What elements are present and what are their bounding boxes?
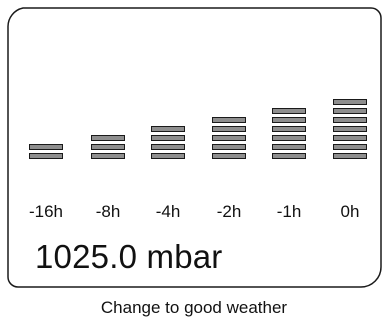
trend-bar--16h [29, 5, 63, 205]
bar-segment [212, 117, 246, 123]
time-label: -4h [155, 202, 181, 221]
bar-segment [333, 117, 367, 123]
trend-bar--2h [212, 5, 246, 205]
bar-segment [212, 126, 246, 132]
weather-forecast-text: Change to good weather [100, 298, 288, 317]
bar-segment [151, 144, 185, 150]
bar-segment [212, 144, 246, 150]
pressure-reading: 1025.0 mbar [35, 238, 223, 275]
barometer-display: -16h -8h -4h -2h -1h 0h 1025.0 mbar [5, 5, 383, 290]
time-label: -1h [276, 202, 302, 221]
bar-segment [333, 135, 367, 141]
time-label: -8h [95, 202, 121, 221]
bar-segment [91, 135, 125, 141]
bar-segment [212, 135, 246, 141]
bar-segment [333, 126, 367, 132]
bar-segment [272, 153, 306, 159]
trend-bar-0h [333, 5, 367, 205]
trend-bar--4h [151, 5, 185, 205]
bar-segment [151, 153, 185, 159]
display-frame [7, 7, 382, 288]
pressure-trend-bars [5, 5, 383, 205]
bar-segment [151, 126, 185, 132]
bar-segment [272, 135, 306, 141]
bar-segment [272, 144, 306, 150]
bar-segment [272, 108, 306, 114]
bar-segment [29, 144, 63, 150]
trend-bar--1h [272, 5, 306, 205]
bar-segment [212, 153, 246, 159]
time-label: -16h [28, 202, 64, 221]
time-label: 0h [340, 202, 360, 221]
bar-segment [333, 144, 367, 150]
bar-segment [272, 117, 306, 123]
bar-segment [272, 126, 306, 132]
bar-segment [151, 135, 185, 141]
time-label: -2h [216, 202, 242, 221]
bar-segment [91, 144, 125, 150]
bar-segment [91, 153, 125, 159]
trend-bar--8h [91, 5, 125, 205]
bar-segment [333, 99, 367, 105]
bar-segment [333, 108, 367, 114]
bar-segment [29, 153, 63, 159]
bar-segment [333, 153, 367, 159]
